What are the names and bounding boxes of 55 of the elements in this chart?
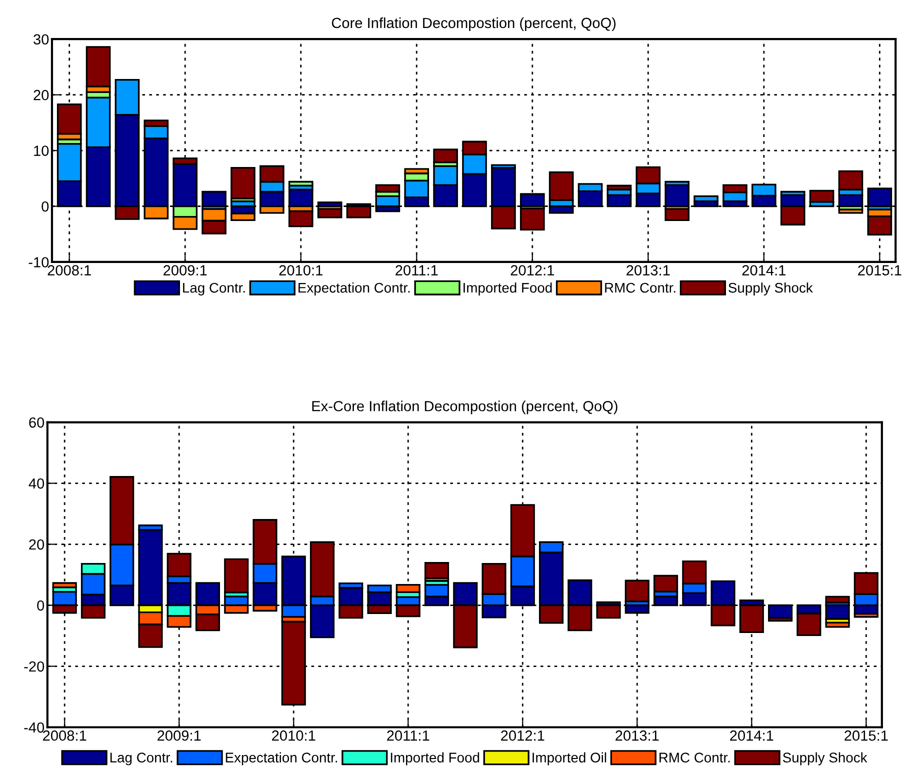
bar <box>809 190 834 203</box>
x-tick-label: 2014:1 <box>742 265 786 276</box>
bar <box>317 208 342 218</box>
x-tick-label: 2010:1 <box>279 265 322 276</box>
bar <box>664 208 690 222</box>
legend-label: RMC Contr. <box>660 752 730 763</box>
y-tick-label: 30 <box>34 34 49 45</box>
y-tick-label: -20 <box>24 661 44 672</box>
y-tick-label: 20 <box>34 90 49 100</box>
x-tick-label: 2012:1 <box>501 730 544 741</box>
y-tick-label: -10 <box>28 257 49 268</box>
chart-title: Ex-Core Inflation Decompostion (percent, QoQ) <box>312 400 618 414</box>
bar <box>224 558 249 594</box>
bar <box>433 148 458 164</box>
y-tick-label: 0 <box>37 600 44 611</box>
legend-label: Imported Oil <box>532 752 606 766</box>
bar <box>867 188 892 208</box>
x-tick-label: 2010:1 <box>272 730 316 741</box>
x-tick-label: 2015:1 <box>844 730 888 741</box>
bar <box>375 184 400 193</box>
bar <box>230 166 256 200</box>
legend-label: Expectation Contr. <box>298 282 410 296</box>
bar <box>288 180 314 186</box>
x-tick-label: 2011:1 <box>387 730 430 741</box>
legend-label: Lag Contr. <box>183 282 245 296</box>
chart-title: Core Inflation Decompostion (percent, QoQ) <box>332 17 616 32</box>
legend-label: Expectation Contr. <box>226 752 338 766</box>
x-tick-label: 2008:1 <box>48 265 91 276</box>
x-tick-label: 2008:1 <box>43 730 86 741</box>
y-tick-label: 0 <box>42 201 49 212</box>
x-tick-label: 2009:1 <box>158 730 201 741</box>
legend-label: Supply Shock <box>728 282 813 296</box>
legend-label: Imported Food <box>464 282 552 296</box>
x-tick-label: 2015:1 <box>858 265 902 276</box>
legend-label: Supply Shock <box>782 752 868 766</box>
legend-label: RMC Contr. <box>605 282 676 293</box>
bar <box>202 190 226 208</box>
bar <box>825 622 850 628</box>
legend-label: Imported Food <box>390 752 480 766</box>
y-tick-label: 60 <box>29 417 44 428</box>
y-tick-label: 20 <box>29 539 44 550</box>
bar <box>838 208 864 214</box>
x-tick-label: 2014:1 <box>730 730 774 741</box>
x-tick-label: 2011:1 <box>396 265 438 276</box>
y-tick-label: 10 <box>34 146 49 156</box>
bar <box>596 604 621 619</box>
x-tick-label: 2013:1 <box>626 265 670 276</box>
bar <box>825 596 850 604</box>
y-tick-label: -40 <box>24 722 44 733</box>
x-tick-label: 2013:1 <box>616 730 659 741</box>
x-tick-label: 2012:1 <box>510 265 554 276</box>
x-tick-label: 2009:1 <box>164 265 207 276</box>
bar <box>424 562 450 579</box>
legend-label: Lag Contr. <box>110 752 172 766</box>
y-tick-label: 40 <box>28 478 44 489</box>
